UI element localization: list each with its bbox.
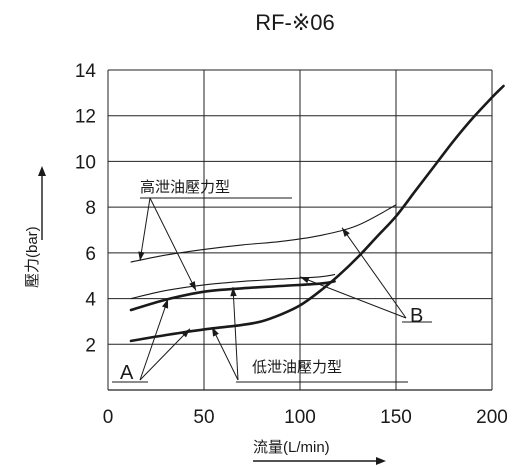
leader-high-drain-to-a [149, 197, 197, 291]
y-tick-label: 14 [75, 61, 97, 82]
annotation-label-b: B [410, 305, 423, 327]
leader-b-to-high [341, 227, 407, 319]
y-axis-label: 壓力(bar) [24, 226, 41, 288]
leader-a-to-low-head [181, 328, 190, 338]
leader-a-to-high-head [162, 299, 169, 309]
leader-low-drain-to-a-low-head [212, 327, 219, 337]
x-axis-label-group: 流量(L/min) [253, 439, 386, 465]
leader-low-drain-to-a-high-head [230, 287, 237, 297]
x-tick-label: 200 [476, 407, 508, 428]
annotation-label-a: A [120, 362, 134, 384]
leader-high-drain-to-b-head [138, 251, 145, 261]
leader-b-to-high-head [342, 227, 350, 237]
y-tick-label: 10 [75, 152, 96, 173]
x-axis-label: 流量(L/min) [253, 439, 330, 456]
leader-high-drain-to-b [139, 197, 151, 261]
y-tick-label: 8 [85, 198, 96, 219]
leader-b-to-low [299, 276, 407, 319]
x-tick-label: 100 [284, 407, 316, 428]
leader-lines [112, 197, 432, 383]
grid [107, 69, 493, 391]
leader-a-to-low [139, 328, 191, 381]
tick-labels: 0 50 100 150 200 2 4 6 8 10 12 14 [75, 61, 508, 428]
series-line-a-high [129, 280, 336, 312]
series-line-a-low [129, 84, 505, 343]
x-tick-label: 150 [380, 407, 412, 428]
x-tick-label: 50 [193, 407, 214, 428]
y-tick-label: 4 [85, 290, 96, 311]
leader-low-drain-to-a-high [232, 287, 239, 381]
series-line-b-low [130, 274, 336, 300]
leader-a-to-high [139, 298, 169, 381]
y-tick-label: 2 [85, 335, 96, 356]
leader-low-drain-to-a-low [211, 326, 239, 381]
series-lines [129, 84, 505, 343]
leader-b-to-low-head [300, 276, 310, 284]
annotation-high-drain: 高泄油壓力型 [140, 179, 230, 196]
annotation-low-drain: 低泄油壓力型 [252, 359, 342, 376]
leader-high-drain-to-a-head [189, 281, 196, 291]
series-line-b-high [130, 204, 397, 263]
chart-title: RF-※06 [255, 10, 335, 35]
x-axis-arrow-head [376, 457, 386, 465]
y-tick-label: 6 [85, 244, 96, 265]
x-tick-label: 0 [103, 407, 114, 428]
y-tick-label: 12 [75, 107, 96, 128]
y-axis-label-group: 壓力(bar) [24, 166, 46, 288]
y-axis-arrow-head [38, 166, 46, 176]
